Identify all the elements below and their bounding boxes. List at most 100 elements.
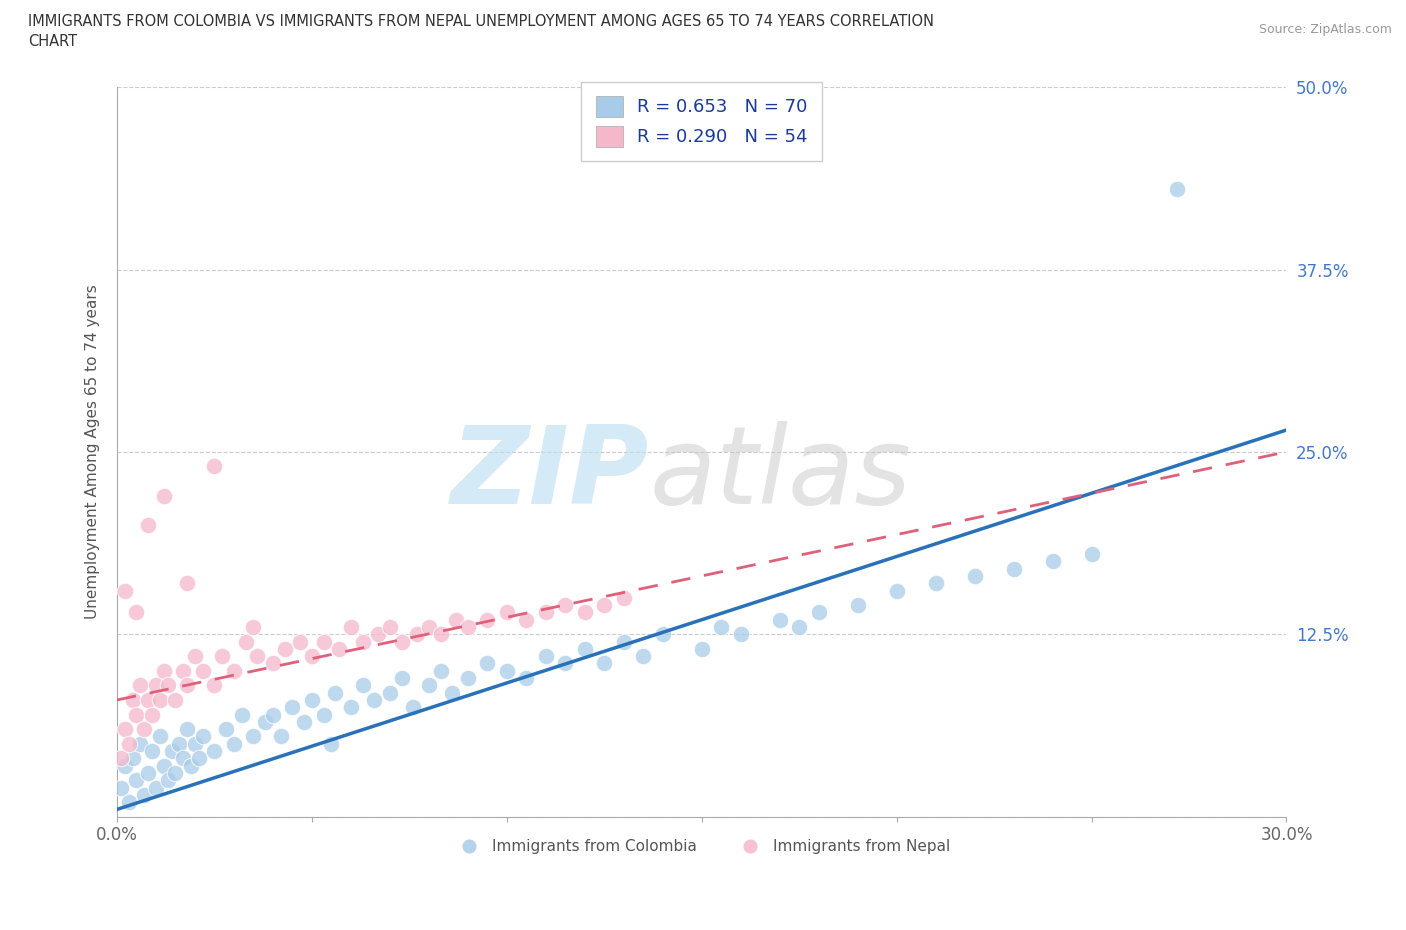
- Point: [114, 758, 136, 773]
- Point: [323, 685, 346, 700]
- Point: [593, 598, 616, 613]
- Point: [172, 663, 194, 678]
- Point: [429, 627, 451, 642]
- Point: [690, 642, 713, 657]
- Point: [176, 576, 198, 591]
- Point: [1002, 561, 1025, 576]
- Point: [631, 649, 654, 664]
- Point: [231, 707, 253, 722]
- Point: [125, 707, 148, 722]
- Point: [141, 707, 163, 722]
- Point: [246, 649, 269, 664]
- Point: [769, 612, 792, 627]
- Point: [290, 634, 312, 649]
- Point: [301, 649, 323, 664]
- Point: [118, 794, 141, 809]
- Point: [165, 765, 187, 780]
- Point: [242, 729, 264, 744]
- Point: [418, 619, 440, 634]
- Point: [730, 627, 752, 642]
- Point: [235, 634, 257, 649]
- Point: [924, 576, 946, 591]
- Point: [204, 744, 226, 759]
- Point: [152, 488, 174, 503]
- Point: [222, 737, 245, 751]
- Point: [156, 678, 179, 693]
- Point: [651, 627, 673, 642]
- Point: [184, 649, 207, 664]
- Point: [477, 612, 499, 627]
- Point: [191, 729, 214, 744]
- Point: [312, 634, 335, 649]
- Point: [134, 722, 156, 737]
- Point: [534, 605, 557, 620]
- Point: [281, 700, 304, 715]
- Point: [495, 663, 517, 678]
- Point: [444, 612, 467, 627]
- Point: [262, 656, 284, 671]
- Point: [340, 619, 363, 634]
- Point: [787, 619, 810, 634]
- Point: [391, 634, 413, 649]
- Point: [441, 685, 464, 700]
- Point: [963, 568, 986, 583]
- Point: [110, 751, 132, 765]
- Point: [149, 693, 172, 708]
- Point: [418, 678, 440, 693]
- Point: [136, 765, 159, 780]
- Point: [301, 693, 323, 708]
- Point: [367, 627, 389, 642]
- Y-axis label: Unemployment Among Ages 65 to 74 years: Unemployment Among Ages 65 to 74 years: [86, 285, 100, 619]
- Point: [254, 714, 277, 729]
- Point: [110, 780, 132, 795]
- Point: [176, 722, 198, 737]
- Point: [554, 598, 576, 613]
- Point: [129, 678, 152, 693]
- Point: [152, 663, 174, 678]
- Point: [406, 627, 429, 642]
- Point: [846, 598, 869, 613]
- Point: [136, 693, 159, 708]
- Point: [222, 663, 245, 678]
- Point: [191, 663, 214, 678]
- Point: [593, 656, 616, 671]
- Point: [378, 685, 401, 700]
- Point: [184, 737, 207, 751]
- Point: [292, 714, 315, 729]
- Point: [156, 773, 179, 788]
- Point: [312, 707, 335, 722]
- Point: [363, 693, 385, 708]
- Text: IMMIGRANTS FROM COLOMBIA VS IMMIGRANTS FROM NEPAL UNEMPLOYMENT AMONG AGES 65 TO : IMMIGRANTS FROM COLOMBIA VS IMMIGRANTS F…: [28, 14, 934, 29]
- Point: [121, 751, 143, 765]
- Point: [160, 744, 183, 759]
- Point: [270, 729, 292, 744]
- Point: [114, 722, 136, 737]
- Point: [378, 619, 401, 634]
- Point: [165, 693, 187, 708]
- Point: [211, 649, 233, 664]
- Point: [114, 583, 136, 598]
- Point: [141, 744, 163, 759]
- Text: ZIP: ZIP: [451, 420, 650, 526]
- Point: [328, 642, 350, 657]
- Point: [886, 583, 908, 598]
- Point: [136, 517, 159, 532]
- Point: [710, 619, 733, 634]
- Point: [352, 634, 374, 649]
- Point: [125, 773, 148, 788]
- Point: [534, 649, 557, 664]
- Point: [340, 700, 363, 715]
- Point: [391, 671, 413, 685]
- Point: [176, 678, 198, 693]
- Point: [1042, 554, 1064, 569]
- Text: CHART: CHART: [28, 34, 77, 49]
- Point: [495, 605, 517, 620]
- Point: [574, 605, 596, 620]
- Point: [262, 707, 284, 722]
- Point: [457, 619, 479, 634]
- Point: [118, 737, 141, 751]
- Point: [134, 788, 156, 803]
- Point: [515, 612, 537, 627]
- Point: [242, 619, 264, 634]
- Point: [613, 634, 636, 649]
